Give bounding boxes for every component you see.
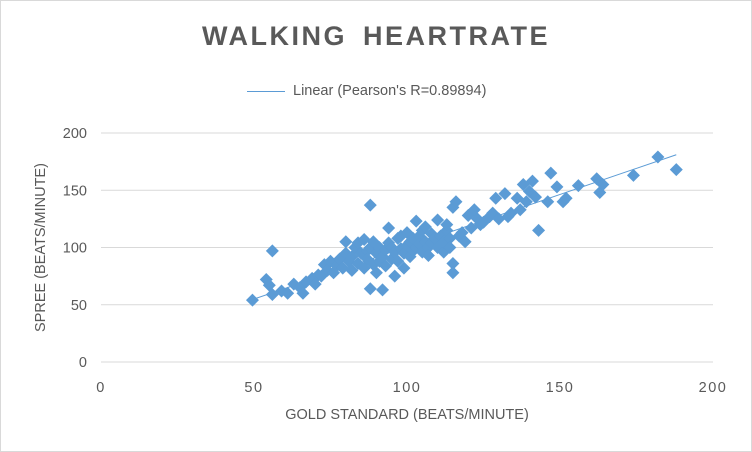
data-point-105	[498, 187, 512, 201]
legend: Linear (Pearson's R=0.89894)	[247, 81, 486, 101]
data-point-114	[529, 190, 543, 204]
data-point-75	[421, 249, 435, 263]
legend-label: Linear (Pearson's R=0.89894)	[293, 83, 487, 99]
data-point-124	[596, 178, 610, 192]
x-tick-label-50: 50	[244, 380, 263, 396]
data-point-40	[369, 266, 383, 280]
data-point-79	[431, 213, 445, 227]
data-point-58	[397, 261, 411, 275]
data-point-126	[651, 150, 665, 164]
data-point-44	[376, 283, 390, 297]
data-point-116	[541, 195, 555, 209]
data-point-22	[339, 235, 353, 249]
data-point-85	[440, 218, 454, 232]
x-axis-title: GOLD STANDARD (BEATS/MINUTE)	[285, 407, 529, 423]
data-point-103	[489, 191, 503, 205]
legend-line-swatch	[247, 90, 285, 92]
data-point-67	[409, 214, 423, 228]
data-point-121	[571, 179, 585, 193]
data-point-49	[382, 221, 396, 235]
data-point-52	[388, 269, 402, 283]
y-tick-label-0: 0	[79, 355, 87, 371]
data-point-109	[513, 203, 527, 217]
data-point-37	[363, 198, 377, 212]
data-point-88	[446, 257, 460, 271]
data-point-120	[559, 191, 573, 205]
data-point-125	[626, 168, 640, 182]
data-point-31	[357, 232, 371, 246]
data-point-115	[532, 223, 546, 237]
y-tick-label-150: 150	[63, 183, 87, 199]
data-point-6	[281, 286, 295, 300]
y-tick-label-50: 50	[71, 298, 87, 314]
data-point-118	[550, 180, 564, 194]
data-point-104	[492, 212, 506, 226]
x-tick-label-200: 200	[699, 380, 728, 396]
data-point-87	[443, 241, 457, 254]
data-point-117	[544, 166, 558, 180]
data-point-113	[525, 174, 539, 188]
data-point-3	[265, 244, 279, 258]
data-point-89	[446, 266, 460, 280]
y-tick-label-200: 200	[63, 126, 87, 142]
y-axis-title: SPREE (BEATS/MINUTE)	[33, 163, 49, 332]
chart-title: WALKING HEARTRATE	[202, 21, 550, 51]
data-point-0	[245, 293, 259, 307]
data-point-91	[449, 195, 463, 209]
data-point-94	[458, 235, 472, 249]
data-point-127	[669, 163, 683, 177]
x-tick-label-0: 0	[96, 380, 106, 396]
x-tick-label-100: 100	[393, 380, 422, 396]
x-tick-label-150: 150	[546, 380, 575, 396]
data-point-36	[363, 282, 377, 296]
y-tick-label-100: 100	[63, 241, 87, 257]
data-point-9	[296, 286, 310, 300]
data-point-111	[519, 195, 533, 209]
data-point-86	[443, 231, 457, 245]
